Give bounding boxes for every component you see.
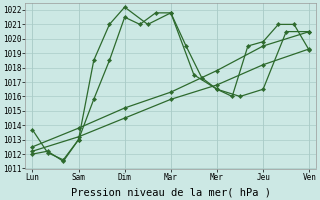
- X-axis label: Pression niveau de la mer( hPa ): Pression niveau de la mer( hPa ): [71, 187, 271, 197]
